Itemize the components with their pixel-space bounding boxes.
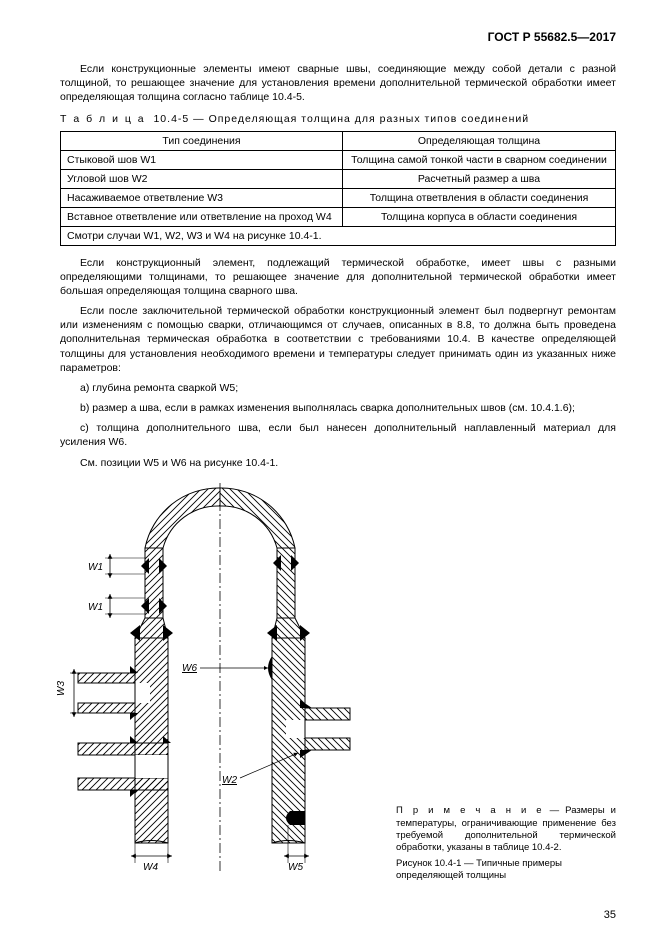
figure-10-4-1: W1 W1 W3 W4 W5 W6: [60, 478, 616, 883]
figure-caption: Рисунок 10.4-1 — Типичные примеры опреде…: [396, 858, 616, 883]
table-caption: Т а б л и ц а 10.4-5 — Определяющая толщ…: [60, 113, 616, 125]
figure-note-label: П р и м е ч а н и е: [396, 805, 544, 816]
table-footnote: Смотри случаи W1, W2, W3 и W4 на рисунке…: [61, 226, 616, 245]
table-cell: Стыковой шов W1: [61, 150, 343, 169]
table-caption-prefix: Т а б л и ц а: [60, 113, 146, 125]
label-w1a: W1: [88, 562, 103, 573]
table-cell: Угловой шов W2: [61, 169, 343, 188]
table-10-4-5: Тип соединения Определяющая толщина Стык…: [60, 131, 616, 246]
list-item-b: b) размер a шва, если в рамках изменения…: [60, 401, 616, 415]
label-w1b: W1: [88, 602, 103, 613]
table-cell: Расчетный размер a шва: [343, 169, 616, 188]
paragraph-4: См. позиции W5 и W6 на рисунке 10.4-1.: [60, 456, 616, 470]
label-w6: W6: [182, 663, 197, 674]
table-header-col1: Тип соединения: [61, 131, 343, 150]
label-w2: W2: [222, 775, 237, 786]
list-item-c: c) толщина дополнительного шва, если был…: [60, 421, 616, 449]
figure-note: П р и м е ч а н и е — Размеры и температ…: [396, 805, 616, 854]
list-item-a: a) глубина ремонта сваркой W5;: [60, 381, 616, 395]
paragraph-2: Если конструкционный элемент, подлежащий…: [60, 256, 616, 299]
table-cell: Толщина ответвления в области соединения: [343, 188, 616, 207]
vessel-diagram: W1 W1 W3 W4 W5 W6: [30, 478, 370, 878]
table-row: Угловой шов W2 Расчетный размер a шва: [61, 169, 616, 188]
table-cell: Насаживаемое ответвление W3: [61, 188, 343, 207]
table-row: Стыковой шов W1 Толщина самой тонкой час…: [61, 150, 616, 169]
table-cell: Вставное ответвление или ответвление на …: [61, 207, 343, 226]
table-row: Вставное ответвление или ответвление на …: [61, 207, 616, 226]
paragraph-3: Если после заключительной термической об…: [60, 304, 616, 375]
paragraph-1: Если конструкционные элементы имеют свар…: [60, 62, 616, 105]
table-caption-text: 10.4-5 — Определяющая толщина для разных…: [153, 113, 529, 125]
table-header-row: Тип соединения Определяющая толщина: [61, 131, 616, 150]
label-w3: W3: [56, 680, 67, 695]
table-cell: Толщина корпуса в области соединения: [343, 207, 616, 226]
label-w5: W5: [288, 862, 303, 873]
table-header-col2: Определяющая толщина: [343, 131, 616, 150]
table-cell: Толщина самой тонкой части в сварном сое…: [343, 150, 616, 169]
table-row: Насаживаемое ответвление W3 Толщина отве…: [61, 188, 616, 207]
page-number: 35: [604, 909, 616, 921]
page: ГОСТ Р 55682.5—2017 Если конструкционные…: [0, 0, 661, 935]
document-id: ГОСТ Р 55682.5—2017: [60, 30, 616, 44]
table-footnote-row: Смотри случаи W1, W2, W3 и W4 на рисунке…: [61, 226, 616, 245]
label-w4: W4: [143, 862, 158, 873]
